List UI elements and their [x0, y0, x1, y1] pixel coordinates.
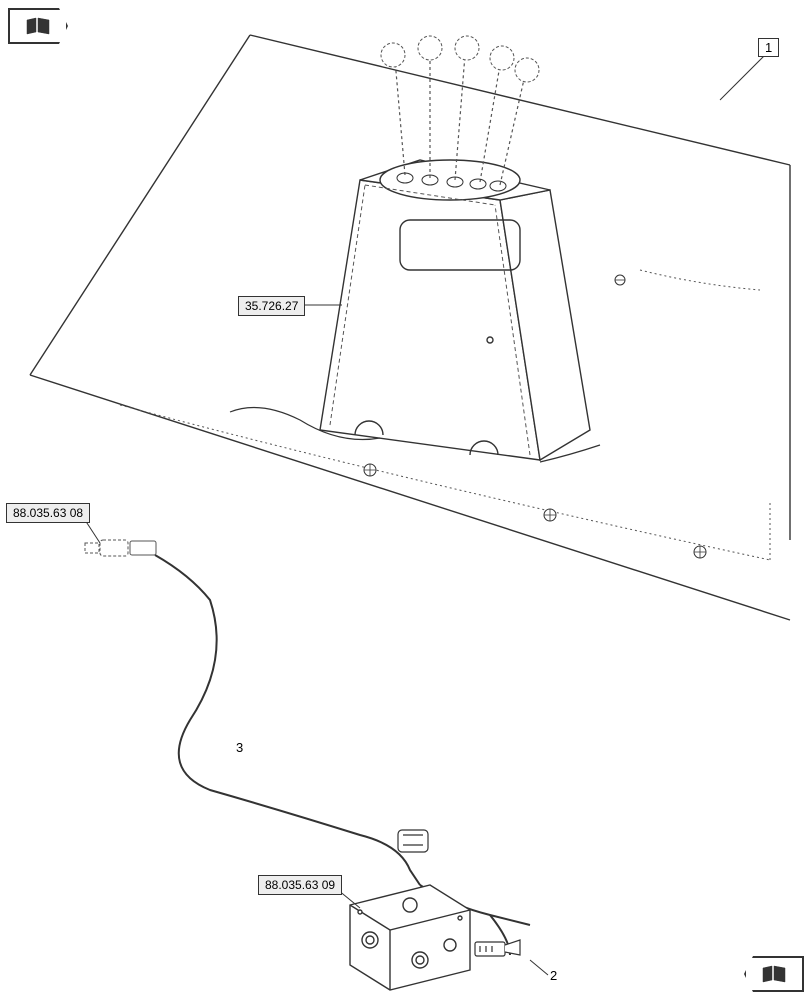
- ref-part-88-035-63-09: 88.035.63 09: [258, 875, 342, 895]
- ref-part-35-726-27: 35.726.27: [238, 296, 305, 316]
- parts-diagram: [0, 0, 812, 1000]
- ref-number-3: 3: [236, 740, 243, 755]
- ref-number-1: 1: [758, 38, 779, 57]
- ref-part-88-035-63-08: 88.035.63 08: [6, 503, 90, 523]
- ref-number-2: 2: [550, 968, 557, 983]
